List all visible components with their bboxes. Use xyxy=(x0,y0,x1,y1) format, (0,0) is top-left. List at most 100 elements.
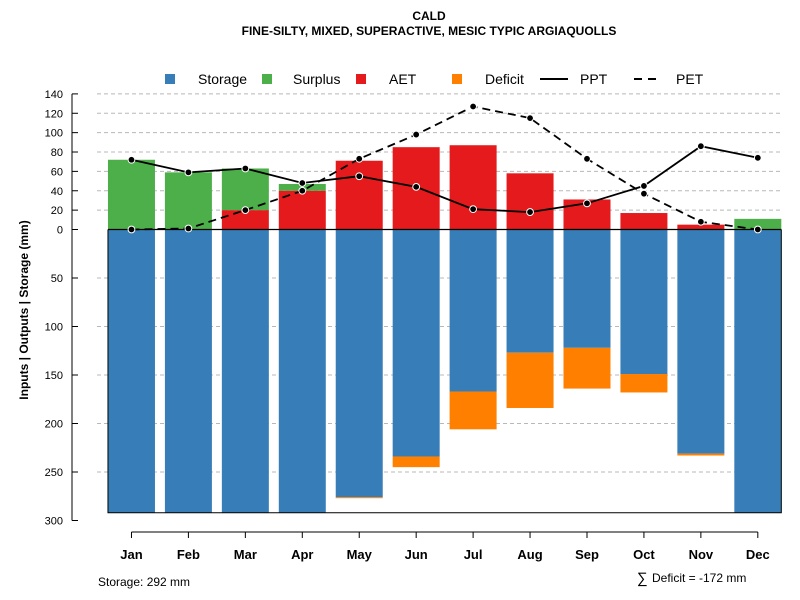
pet-point xyxy=(696,217,705,226)
y-tick-label-upper: 100 xyxy=(45,128,63,140)
pet-point xyxy=(469,102,478,111)
pet-point xyxy=(298,186,307,195)
x-tick-label: Apr xyxy=(291,547,313,562)
legend-label-deficit: Deficit xyxy=(485,71,524,87)
pet-line xyxy=(131,105,758,231)
legend-swatch-deficit xyxy=(452,74,462,84)
pet-point xyxy=(127,225,136,234)
pet-point xyxy=(412,130,421,139)
bar-deficit xyxy=(563,347,611,389)
y-axis-label: Inputs | Outputs | Storage (mm) xyxy=(17,220,31,399)
legend-swatch-surplus xyxy=(262,74,272,84)
y-tick-label-upper: 60 xyxy=(51,166,63,178)
ppt-point xyxy=(640,182,648,190)
bar-surplus xyxy=(164,172,212,230)
ppt-point xyxy=(696,142,705,151)
pet-point xyxy=(753,225,762,234)
pet-point xyxy=(184,224,193,233)
x-tick-label: May xyxy=(347,547,373,562)
bar-storage xyxy=(335,229,383,498)
legend-label-ppt: PPT xyxy=(580,71,608,87)
pet-point xyxy=(355,154,364,163)
y-tick-label-upper: 0 xyxy=(57,225,63,237)
x-tick-label: Dec xyxy=(746,547,770,562)
bar-aet xyxy=(449,145,497,230)
x-tick-label: Oct xyxy=(633,547,655,562)
legend-label-aet: AET xyxy=(389,71,417,87)
legend-label-storage: Storage xyxy=(198,71,247,87)
chart-subtitle: FINE-SILTY, MIXED, SUPERACTIVE, MESIC TY… xyxy=(242,24,617,38)
pet-point xyxy=(241,206,250,215)
bar-aet xyxy=(221,210,269,230)
ppt-point xyxy=(583,199,591,208)
legend-label-surplus: Surplus xyxy=(293,71,340,87)
ppt-point xyxy=(355,172,364,181)
ppt-point xyxy=(127,155,136,164)
chart-title: CALD xyxy=(412,9,446,23)
pet-point xyxy=(583,154,591,163)
bar-aet xyxy=(278,190,326,230)
bar-storage xyxy=(107,229,155,513)
ppt-point xyxy=(184,168,193,177)
y-tick-label-lower: 150 xyxy=(45,370,63,382)
legend: Storage Surplus AET Deficit PPT PET xyxy=(165,71,704,87)
ppt-point xyxy=(526,208,534,216)
bar-storage xyxy=(221,229,269,513)
bars xyxy=(107,145,782,513)
bar-deficit xyxy=(392,456,440,468)
storage-capacity-outline xyxy=(107,229,782,514)
pet-point xyxy=(526,114,534,123)
bar-deficit xyxy=(620,374,668,393)
bar-surplus xyxy=(734,218,782,230)
pet-point xyxy=(640,189,648,198)
bar-aet xyxy=(677,224,725,230)
x-tick-label: Jun xyxy=(405,547,428,562)
bar-aet xyxy=(620,213,668,230)
ppt-line xyxy=(131,145,758,214)
y-tick-label-lower: 50 xyxy=(51,273,63,285)
bar-storage xyxy=(392,229,440,457)
legend-swatch-aet xyxy=(356,74,366,84)
bar-surplus xyxy=(221,168,269,211)
bar-deficit xyxy=(335,497,383,499)
bar-storage xyxy=(734,229,782,513)
bar-deficit xyxy=(506,352,554,408)
y-tick-label-lower: 100 xyxy=(45,322,63,334)
x-tick-label: Feb xyxy=(177,547,200,562)
bar-deficit xyxy=(449,391,497,430)
x-tick-label: Nov xyxy=(689,547,714,562)
bar-storage xyxy=(563,229,611,348)
y-tick-label-upper: 140 xyxy=(45,89,63,101)
ppt-point xyxy=(469,205,478,214)
bar-storage xyxy=(449,229,497,392)
x-tick-label: Sep xyxy=(575,547,599,562)
ppt-point xyxy=(241,164,250,173)
ppt-point xyxy=(298,179,307,187)
x-tick-label: Mar xyxy=(234,547,257,562)
x-tick-label: Jan xyxy=(120,547,142,562)
bar-storage xyxy=(620,229,668,375)
y-tick-label-upper: 120 xyxy=(45,108,63,120)
bar-storage xyxy=(506,229,554,353)
axes: 0 20 40 60 80 100 120 140 50 100 150 200 250 300 Jan Fe… xyxy=(45,89,770,562)
bar-storage xyxy=(677,229,725,454)
bar-storage xyxy=(164,229,212,513)
ppt-point xyxy=(412,182,421,191)
bar-deficit xyxy=(677,453,725,456)
deficit-sum-icon: ∑ xyxy=(637,570,648,587)
y-tick-label-lower: 300 xyxy=(45,516,63,528)
bar-surplus xyxy=(107,159,155,230)
y-tick-label-lower: 200 xyxy=(45,419,63,431)
y-tick-label-upper: 80 xyxy=(51,147,63,159)
y-tick-label-lower: 250 xyxy=(45,467,63,479)
lines xyxy=(107,102,782,514)
y-tick-label-upper: 20 xyxy=(51,205,63,217)
x-tick-label: Aug xyxy=(517,547,542,562)
x-tick-label: Jul xyxy=(464,547,483,562)
y-tick-label-upper: 40 xyxy=(51,186,63,198)
bar-aet xyxy=(335,160,383,230)
bar-storage xyxy=(278,229,326,513)
deficit-annotation: Deficit = -172 mm xyxy=(652,571,746,585)
legend-label-pet: PET xyxy=(676,71,704,87)
